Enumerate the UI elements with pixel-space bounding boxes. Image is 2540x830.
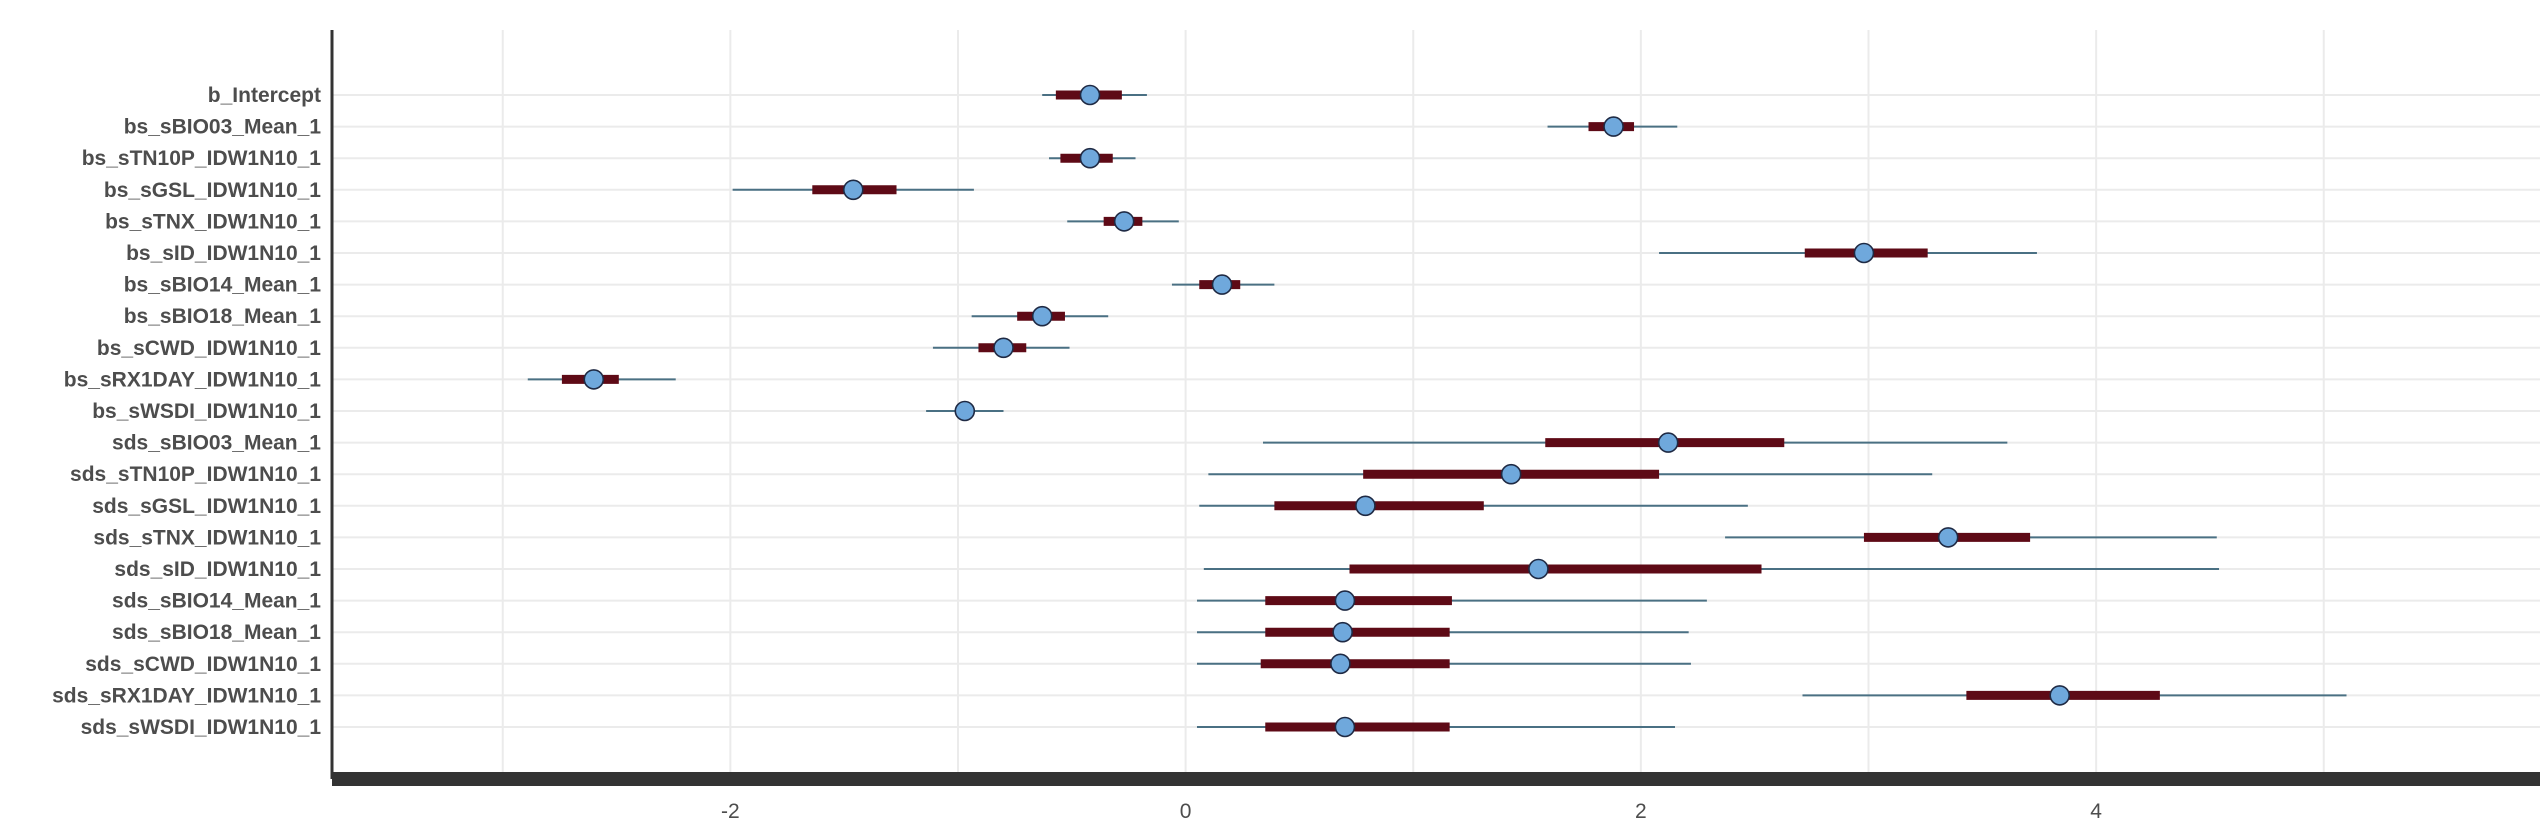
x-tick-label: -2 bbox=[721, 800, 740, 823]
median-point bbox=[1937, 527, 1959, 548]
x-tick-label: 4 bbox=[2090, 800, 2102, 823]
parameter-row bbox=[932, 337, 1070, 359]
median-point bbox=[1113, 211, 1135, 232]
median-point bbox=[1031, 305, 1053, 327]
median-point bbox=[583, 369, 605, 390]
y-tick-label: bs_sTNX_IDW1N10_1 bbox=[105, 210, 321, 233]
median-point bbox=[1334, 590, 1356, 611]
parameter-row bbox=[1547, 116, 1678, 137]
median-point bbox=[1334, 716, 1356, 738]
median-point bbox=[1079, 147, 1101, 169]
median-point bbox=[1211, 274, 1233, 295]
median-point bbox=[1332, 621, 1353, 643]
median-point bbox=[1500, 463, 1522, 485]
x-axis-line bbox=[332, 772, 2540, 786]
interval-marks bbox=[527, 84, 2347, 738]
parameter-row bbox=[1208, 463, 1933, 485]
median-point bbox=[1853, 242, 1875, 264]
median-point bbox=[1528, 558, 1549, 580]
median-point bbox=[1603, 116, 1624, 137]
y-tick-label: b_Intercept bbox=[208, 84, 321, 107]
y-tick-label: bs_sBIO14_Mean_1 bbox=[124, 274, 322, 297]
median-point bbox=[1330, 653, 1351, 675]
axis-labels: b_Intercept bs_sBIO03_Mean_1 bs_sTN10P_IDW… bbox=[52, 84, 2102, 823]
parameter-row bbox=[971, 305, 1109, 327]
axes bbox=[330, 30, 2540, 786]
x-tick-label: 2 bbox=[1635, 800, 1647, 823]
y-tick-label: sds_sTNX_IDW1N10_1 bbox=[93, 526, 321, 549]
y-tick-label: sds_sWSDI_IDW1N10_1 bbox=[81, 716, 322, 739]
parameter-row bbox=[1171, 274, 1275, 295]
y-tick-label: sds_sRX1DAY_IDW1N10_1 bbox=[52, 684, 321, 707]
y-tick-label: sds_sTN10P_IDW1N10_1 bbox=[70, 463, 321, 486]
median-point bbox=[993, 337, 1014, 359]
parameter-row bbox=[1196, 621, 1689, 643]
y-tick-label: bs_sGSL_IDW1N10_1 bbox=[104, 179, 321, 202]
y-tick-label: sds_sBIO14_Mean_1 bbox=[112, 590, 321, 613]
median-point bbox=[1079, 84, 1101, 106]
y-tick-label: bs_sTN10P_IDW1N10_1 bbox=[82, 147, 322, 170]
parameter-row bbox=[1263, 432, 2008, 453]
parameter-row bbox=[732, 179, 974, 201]
x-tick-label: 0 bbox=[1180, 800, 1192, 823]
parameter-row bbox=[1196, 590, 1707, 611]
parameter-row bbox=[1659, 242, 2037, 264]
y-tick-label: bs_sCWD_IDW1N10_1 bbox=[97, 337, 321, 360]
median-point bbox=[954, 400, 976, 422]
median-point bbox=[1657, 432, 1679, 453]
median-point bbox=[842, 179, 864, 201]
parameter-row bbox=[1199, 495, 1748, 517]
y-tick-label: bs_sWSDI_IDW1N10_1 bbox=[92, 400, 321, 423]
parameter-row bbox=[1196, 653, 1691, 675]
y-tick-label: sds_sBIO03_Mean_1 bbox=[112, 432, 321, 455]
y-tick-label: bs_sBIO03_Mean_1 bbox=[124, 116, 322, 139]
y-tick-label: bs_sID_IDW1N10_1 bbox=[126, 242, 321, 265]
y-tick-label: bs_sRX1DAY_IDW1N10_1 bbox=[64, 368, 322, 391]
parameter-row bbox=[527, 369, 676, 390]
parameter-row bbox=[926, 400, 1004, 422]
y-tick-label: sds_sCWD_IDW1N10_1 bbox=[85, 653, 321, 676]
parameter-row bbox=[1203, 558, 2220, 580]
median-point bbox=[2049, 685, 2071, 706]
y-tick-label: sds_sGSL_IDW1N10_1 bbox=[92, 495, 321, 518]
parameter-row bbox=[1049, 147, 1136, 169]
parameter-row bbox=[1042, 84, 1147, 106]
median-point bbox=[1355, 495, 1376, 517]
y-tick-label: bs_sBIO18_Mean_1 bbox=[124, 305, 322, 328]
y-tick-label: sds_sBIO18_Mean_1 bbox=[112, 621, 321, 644]
parameter-row bbox=[1802, 685, 2347, 706]
parameter-row bbox=[1067, 211, 1179, 232]
parameter-row bbox=[1725, 527, 2217, 548]
y-tick-label: sds_sID_IDW1N10_1 bbox=[114, 558, 321, 581]
parameter-row bbox=[1196, 716, 1676, 738]
